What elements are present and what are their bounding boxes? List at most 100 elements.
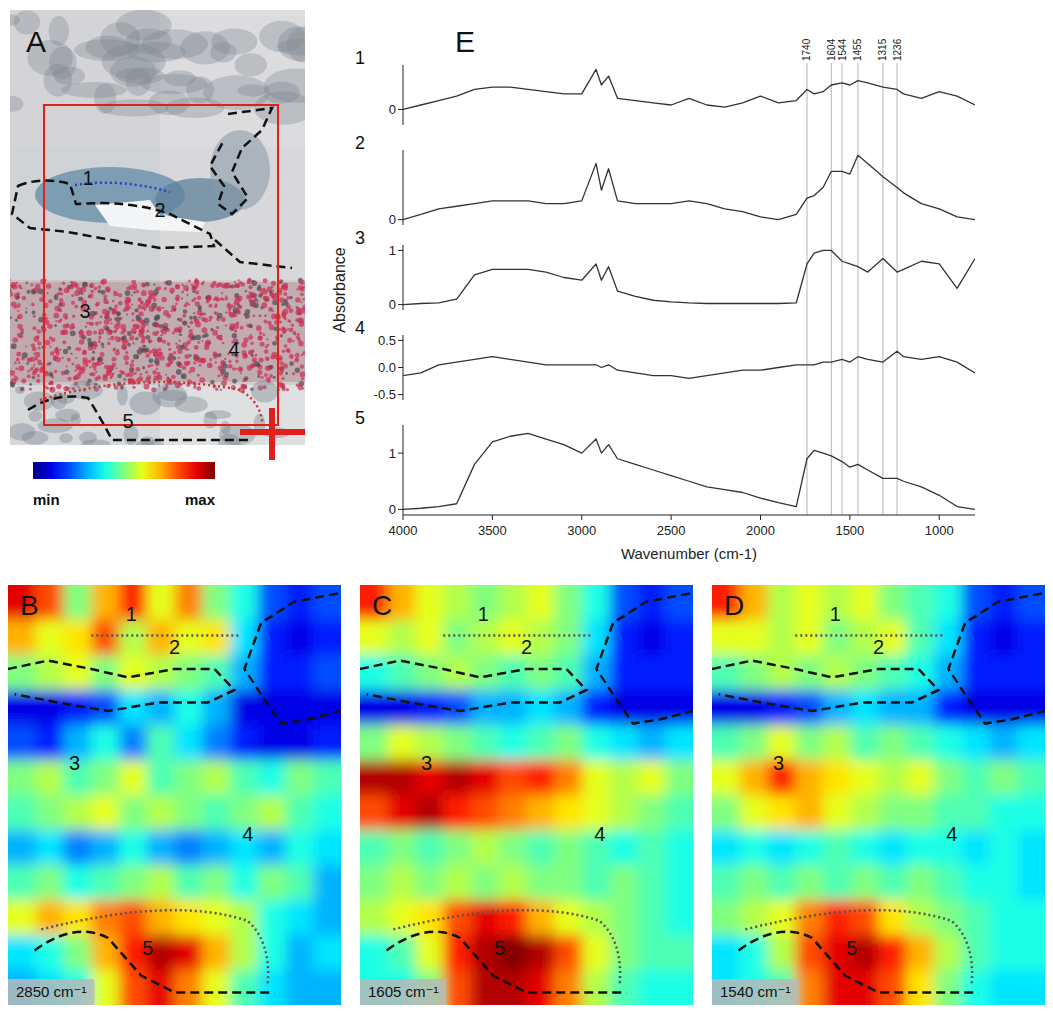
photo-speckle xyxy=(56,384,61,389)
photo-speckle xyxy=(180,345,185,350)
photo-speckle xyxy=(80,288,83,291)
region-dotted-line xyxy=(745,910,972,984)
heatmap-cell xyxy=(712,655,740,691)
photo-speckle xyxy=(194,280,198,284)
spectrum-line xyxy=(403,351,975,378)
photo-speckle xyxy=(232,367,236,371)
photo-speckle xyxy=(106,288,110,292)
heatmap-cell xyxy=(8,725,36,761)
region-label: 1 xyxy=(126,603,137,625)
photo-speckle xyxy=(279,320,282,323)
heatmap-cell xyxy=(527,900,555,936)
photo-speckle xyxy=(112,349,115,352)
heatmap-cell xyxy=(665,900,693,936)
plot-area xyxy=(403,250,975,304)
heatmap-cell xyxy=(286,760,314,796)
photo-smudge xyxy=(99,99,169,116)
x-tick xyxy=(581,515,582,520)
heatmap-cell xyxy=(313,970,341,1005)
photo-spot xyxy=(15,386,25,394)
photo-speckle xyxy=(31,303,35,307)
photo-speckle xyxy=(49,345,51,347)
photo-speckle xyxy=(188,279,191,282)
heatmap-cell xyxy=(202,620,230,656)
y-tick xyxy=(398,509,403,510)
photo-speckle xyxy=(221,317,226,322)
photo-speckle xyxy=(26,362,29,365)
photo-speckle xyxy=(112,357,117,362)
photo-speckle xyxy=(138,376,143,381)
heatmap-cell xyxy=(740,690,768,726)
photo-speckle xyxy=(70,353,72,355)
heatmap-cell xyxy=(823,760,851,796)
photo-speckle xyxy=(89,366,91,368)
photo-speckle xyxy=(157,338,162,343)
photo-speckle xyxy=(281,326,285,330)
photo-speckle xyxy=(181,284,183,286)
photo-speckle xyxy=(177,318,180,321)
photo-speckle xyxy=(98,332,100,334)
heatmap-cell xyxy=(471,760,499,796)
region-label: 3 xyxy=(69,752,80,774)
heatmap-cell xyxy=(175,655,203,691)
heatmap-cell xyxy=(962,655,990,691)
heatmap-cell xyxy=(471,900,499,936)
photo-speckle xyxy=(242,354,247,359)
x-tick xyxy=(849,515,850,520)
photo-speckle xyxy=(14,293,20,299)
photo-speckle xyxy=(186,340,190,344)
heatmap-cell xyxy=(360,900,388,936)
photo-speckle xyxy=(240,282,245,287)
figure: A12345minmaxE174016041544145513151236010… xyxy=(0,0,1053,1012)
heatmap-cell xyxy=(8,900,36,936)
y-tick-label: 0.0 xyxy=(378,360,396,375)
heatmap-cell xyxy=(906,690,934,726)
photo-speckle xyxy=(207,362,213,368)
heatmap-cell xyxy=(286,655,314,691)
photo-speckle xyxy=(257,300,259,302)
photo-speckle xyxy=(144,384,150,390)
photo-speckle xyxy=(17,314,22,319)
heatmap-cell xyxy=(313,585,341,621)
heatmap-cell xyxy=(665,760,693,796)
photo-speckle xyxy=(80,287,86,293)
photo-speckle xyxy=(10,284,14,288)
photo-speckle xyxy=(58,287,61,290)
photo-speckle xyxy=(298,341,304,347)
photo-speckle xyxy=(63,349,68,354)
photo-speckle xyxy=(46,317,49,320)
photo-speckle xyxy=(148,339,151,342)
photo-speckle xyxy=(179,340,181,342)
photo-speckle xyxy=(71,294,74,297)
label-patch xyxy=(8,979,94,1005)
photo-speckle xyxy=(102,308,108,314)
photo-speckle xyxy=(300,301,302,303)
region-label: 2 xyxy=(873,636,884,658)
heatmap-cell xyxy=(990,620,1018,656)
photo-speckle xyxy=(50,387,54,391)
heatmap-cell xyxy=(119,620,147,656)
region-label: 3 xyxy=(421,752,432,774)
photo-speckle xyxy=(215,312,219,316)
heatmap-cell xyxy=(1017,585,1045,621)
heatmap-cell xyxy=(582,865,610,901)
heatmap-cell xyxy=(990,585,1018,621)
heatmap-cell xyxy=(795,620,823,656)
photo-speckle xyxy=(120,331,124,335)
photo-speckle xyxy=(112,300,114,302)
photo-speckle xyxy=(105,286,111,292)
photo-spot xyxy=(22,431,49,445)
heatmap-cell xyxy=(712,795,740,831)
photo-speckle xyxy=(210,380,215,385)
heatmap-cell xyxy=(795,970,823,1005)
reference-line xyxy=(857,63,858,515)
heatmap-cell xyxy=(879,935,907,971)
heatmap-cell xyxy=(313,865,341,901)
x-tick-label: 3000 xyxy=(567,523,596,538)
photo-speckle xyxy=(153,289,158,294)
photo-speckle xyxy=(194,318,199,323)
heatmap-cell xyxy=(665,830,693,866)
photo-speckle xyxy=(156,368,158,370)
heatmap-cell xyxy=(610,655,638,691)
photo-speckle xyxy=(212,330,218,336)
